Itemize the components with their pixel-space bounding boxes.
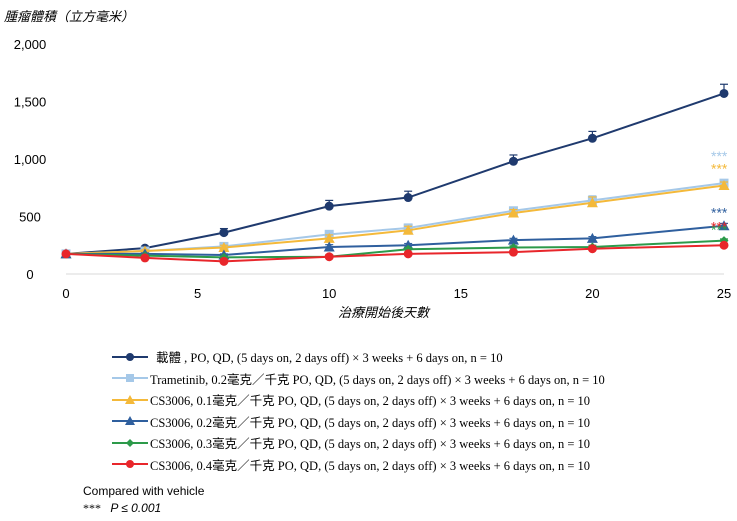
data-point (718, 220, 730, 231)
legend-swatch-marker (126, 460, 134, 469)
data-point (586, 197, 598, 208)
data-point (61, 249, 71, 259)
p-value-stars: *** (83, 501, 101, 515)
legend-swatch (112, 438, 148, 447)
x-tick-label: 0 (62, 286, 69, 301)
legend-item: CS3006, 0.2毫克／千克 PO, QD, (5 days on, 2 d… (112, 411, 605, 433)
data-point (402, 224, 414, 235)
y-tick-label: 1,500 (14, 95, 47, 110)
legend-swatch (112, 394, 148, 404)
legend-item: 載體 , PO, QD, (5 days on, 2 days off) × 3… (112, 346, 605, 368)
legend-item: CS3006, 0.3毫克／千克 PO, QD, (5 days on, 2 d… (112, 432, 605, 454)
significance-label: *** (711, 148, 728, 164)
legend-swatch-marker (125, 394, 135, 404)
x-tick-label: 5 (194, 286, 201, 301)
data-point (323, 232, 335, 243)
legend-item: Trametinib, 0.2毫克／千克 PO, QD, (5 days on,… (112, 368, 605, 390)
legend-item: CS3006, 0.4毫克／千克 PO, QD, (5 days on, 2 d… (112, 454, 605, 476)
p-value-note: *** P ≤ 0.001 (83, 501, 161, 516)
comparison-note: Compared with vehicle (83, 484, 205, 498)
series-2: *** (61, 148, 729, 259)
y-axis-label: 腫瘤體積（立方毫米） (4, 10, 135, 25)
data-point (323, 241, 335, 252)
series-line (65, 92, 725, 255)
data-point (403, 249, 413, 259)
data-point (587, 244, 597, 254)
y-tick-label: 0 (26, 267, 33, 282)
legend-swatch-marker (126, 438, 134, 447)
y-tick-label: 2,000 (14, 37, 47, 52)
legend-label: CS3006, 0.3毫克／千克 PO, QD, (5 days on, 2 d… (150, 437, 590, 452)
legend-label: 載體 , PO, QD, (5 days on, 2 days off) × 3… (156, 351, 503, 366)
significance-label: *** (711, 205, 728, 221)
data-point (140, 253, 150, 263)
legend-label: Trametinib, 0.2毫克／千克 PO, QD, (5 days on,… (150, 372, 605, 387)
series-line (65, 184, 725, 255)
data-point (507, 234, 519, 245)
x-tick-label: 20 (585, 286, 599, 301)
y-tick-label: 500 (19, 210, 41, 225)
series-line (66, 224, 725, 257)
data-point (586, 232, 598, 243)
legend-swatch-marker (125, 416, 135, 426)
data-point (718, 179, 730, 190)
series-6: *** (61, 218, 729, 266)
legend-swatch (112, 352, 148, 361)
legend: 載體 , PO, QD, (5 days on, 2 days off) × 3… (112, 346, 605, 475)
data-point (719, 88, 729, 98)
legend-swatch (112, 416, 148, 426)
data-point (324, 252, 334, 262)
data-point (218, 242, 230, 253)
legend-label: CS3006, 0.1毫克／千克 PO, QD, (5 days on, 2 d… (150, 394, 590, 409)
legend-swatch-marker (126, 352, 134, 361)
legend-swatch (112, 460, 148, 469)
x-axis-label: 治療開始後天數 (337, 306, 429, 321)
series-line (65, 244, 725, 263)
legend-item: CS3006, 0.1毫克／千克 PO, QD, (5 days on, 2 d… (112, 389, 605, 411)
data-point (403, 193, 413, 203)
data-point (587, 133, 597, 143)
data-point (219, 256, 229, 266)
legend-swatch-marker (126, 374, 134, 383)
x-tick-label: 15 (454, 286, 468, 301)
series-5: *** (61, 222, 729, 262)
data-point (508, 156, 518, 166)
data-point (508, 247, 518, 257)
x-tick-label: 25 (717, 286, 731, 301)
p-value-text: P ≤ 0.001 (110, 501, 162, 515)
series-line (65, 239, 725, 259)
series-3: *** (60, 160, 730, 259)
data-point (719, 240, 729, 250)
legend-label: CS3006, 0.2毫克／千克 PO, QD, (5 days on, 2 d… (150, 415, 590, 430)
significance-label: *** (711, 160, 728, 176)
data-point (219, 228, 229, 238)
legend-swatch (112, 374, 148, 383)
data-point (507, 207, 519, 218)
data-point (324, 201, 334, 211)
significance-label: *** (711, 218, 728, 234)
x-tick-label: 10 (322, 286, 336, 301)
significance-label: *** (711, 222, 728, 238)
legend-label: CS3006, 0.4毫克／千克 PO, QD, (5 days on, 2 d… (150, 458, 590, 473)
y-tick-label: 1,000 (14, 152, 47, 167)
